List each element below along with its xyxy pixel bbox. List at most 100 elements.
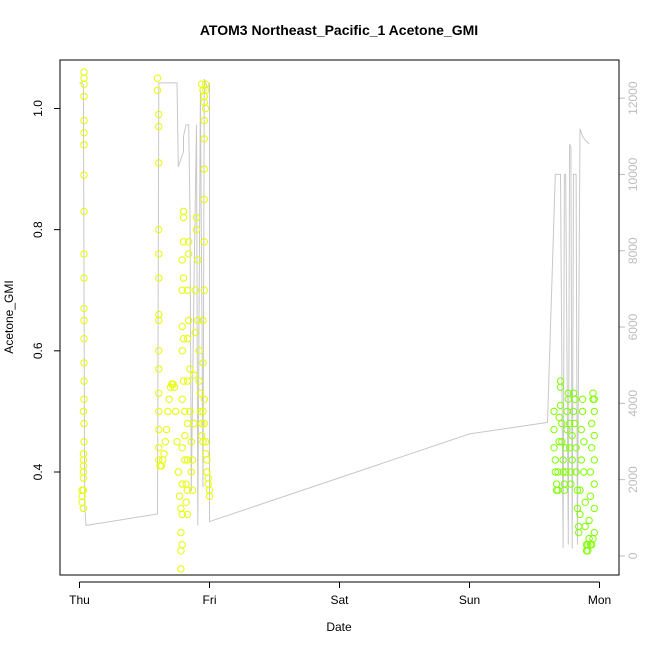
data-point-green (550, 444, 558, 452)
data-point-yellow (179, 213, 188, 222)
data-point-yellow (200, 116, 209, 125)
data-point-yellow (194, 256, 202, 264)
data-point-yellow (174, 468, 183, 476)
data-point-green (550, 425, 558, 434)
data-point-yellow (155, 444, 163, 452)
data-point-yellow (198, 419, 206, 428)
y2-tick-label: 2000 (626, 466, 640, 493)
data-point-yellow (179, 274, 188, 282)
data-point-yellow (200, 92, 209, 101)
data-point-yellow (200, 238, 209, 246)
data-point-yellow (162, 425, 171, 434)
data-point-yellow (187, 468, 196, 476)
data-point-green (577, 456, 585, 464)
data-point-yellow (181, 456, 189, 464)
data-point-yellow (201, 104, 210, 113)
data-point-yellow (155, 250, 163, 258)
data-point-yellow (155, 110, 163, 119)
data-point-yellow (178, 322, 186, 331)
data-point-yellow (192, 213, 201, 222)
data-point-green (575, 528, 583, 537)
data-point-yellow (196, 407, 205, 416)
y-tick-label: 0.4 (31, 463, 45, 480)
data-point-green (568, 431, 576, 440)
data-point-green (588, 444, 596, 452)
data-point-yellow (195, 347, 203, 355)
data-point-yellow (79, 456, 88, 464)
chart-title: ATOM3 Northeast_Pacific_1 Acetone_GMI (200, 22, 478, 38)
data-point-green (555, 413, 563, 422)
data-point-green (558, 419, 566, 428)
data-point-green (551, 468, 559, 476)
data-point-yellow (199, 359, 207, 367)
data-point-green (550, 407, 558, 416)
data-point-yellow (190, 371, 198, 379)
data-point-green (551, 456, 559, 464)
y-tick-label: 0.8 (31, 221, 45, 238)
y2-tick-label: 10000 (626, 157, 640, 191)
data-point-green (590, 504, 598, 513)
data-point-yellow (80, 68, 88, 76)
y2-tick-label: 8000 (626, 237, 640, 264)
data-point-yellow (178, 395, 186, 403)
data-point-green (567, 468, 575, 476)
data-point-green (581, 498, 589, 506)
data-point-yellow (78, 486, 86, 494)
data-point-yellow (191, 328, 199, 337)
data-point-yellow (178, 347, 186, 355)
data-point-yellow (201, 438, 210, 446)
data-point-yellow (177, 528, 185, 537)
data-point-green (578, 407, 587, 416)
data-point-yellow (155, 274, 163, 282)
data-point-yellow (80, 116, 88, 125)
plot-frame (59, 59, 620, 576)
data-point-yellow (179, 335, 188, 343)
data-point-green (578, 395, 587, 403)
data-point-green (576, 510, 584, 519)
data-point-yellow (179, 238, 188, 246)
data-point-green (563, 425, 571, 434)
data-point-yellow (178, 444, 186, 452)
x-tick-label: Thu (69, 593, 90, 607)
data-point-yellow (80, 359, 88, 367)
data-point-yellow (187, 438, 196, 446)
data-point-green (577, 425, 585, 434)
data-point-yellow (80, 92, 88, 101)
data-point-yellow (199, 438, 207, 446)
data-point-yellow (183, 510, 192, 519)
data-point-yellow (178, 256, 186, 264)
data-point-yellow (183, 377, 192, 385)
data-point-yellow (183, 335, 192, 343)
data-point-yellow (190, 419, 198, 428)
data-point-yellow (164, 407, 172, 416)
data-point-yellow (79, 407, 88, 416)
data-point-yellow (183, 286, 192, 294)
data-point-green (581, 522, 589, 531)
data-point-yellow (79, 504, 88, 513)
data-point-yellow (177, 565, 185, 573)
data-point-yellow (179, 377, 188, 385)
data-point-yellow (196, 389, 205, 397)
data-point-yellow (200, 395, 209, 403)
data-point-yellow (155, 159, 163, 167)
data-point-yellow (173, 438, 181, 446)
data-point-yellow (160, 450, 168, 458)
data-point-yellow (200, 419, 209, 428)
data-point-green (586, 541, 595, 549)
data-point-green (590, 431, 598, 440)
data-point-yellow (185, 250, 193, 258)
data-point-green (558, 438, 566, 446)
data-point-green (590, 395, 598, 403)
data-point-yellow (155, 407, 163, 416)
data-point-yellow (178, 286, 186, 294)
data-point-yellow (203, 456, 211, 464)
data-point-yellow (153, 86, 162, 95)
data-point-yellow (155, 365, 163, 373)
data-point-green (576, 486, 584, 494)
data-point-green (586, 468, 595, 476)
data-point-yellow (155, 122, 163, 131)
data-point-yellow (80, 171, 88, 179)
data-point-yellow (155, 225, 163, 234)
